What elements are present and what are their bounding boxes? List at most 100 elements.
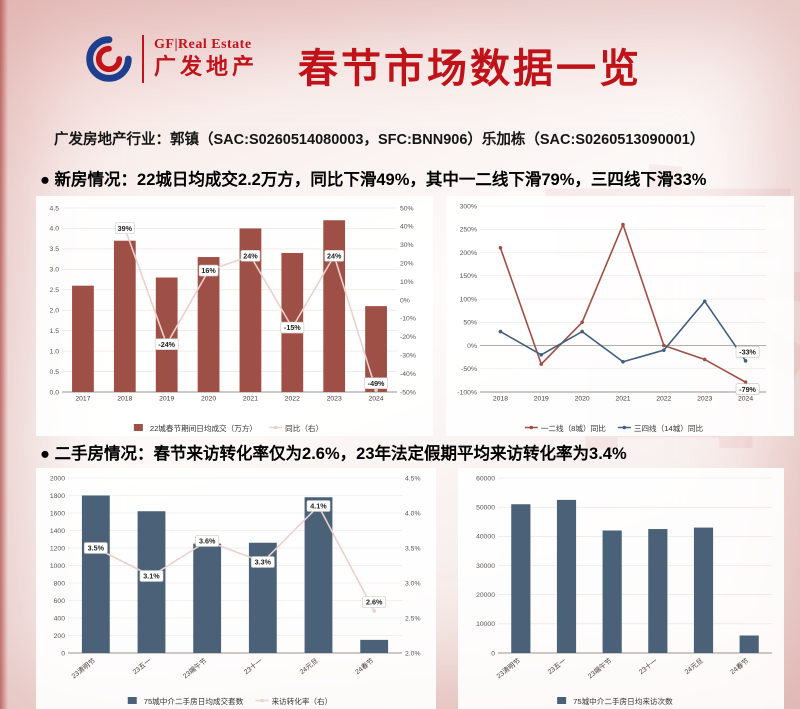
svg-text:3.5%: 3.5% xyxy=(88,544,105,553)
svg-text:4.5: 4.5 xyxy=(50,205,60,212)
logo-text: GF|Real Estate 广发地产 xyxy=(154,37,258,80)
chart-secondhand-deals: 0 200 400 600 800 1000 1200 1400 1600 1800 2000 2.0… xyxy=(36,468,436,709)
svg-text:1800: 1800 xyxy=(50,493,65,500)
svg-text:0.5: 0.5 xyxy=(50,369,60,376)
svg-text:23清明节: 23清明节 xyxy=(494,656,522,680)
svg-text:4.1%: 4.1% xyxy=(310,502,327,511)
svg-text:-33%: -33% xyxy=(739,347,756,356)
svg-text:2.5: 2.5 xyxy=(50,287,60,294)
page-title: 春节市场数据一览 xyxy=(298,46,642,91)
svg-text:2019: 2019 xyxy=(159,396,174,403)
svg-text:2021: 2021 xyxy=(615,396,630,403)
svg-text:-50%: -50% xyxy=(400,389,416,396)
svg-text:-79%: -79% xyxy=(739,385,756,394)
svg-text:2.6%: 2.6% xyxy=(366,598,383,607)
svg-text:-50%: -50% xyxy=(461,366,477,373)
chart-newhome-volume: 0.0 0.5 1.0 1.5 2.0 2.5 3.0 3.5 4.0 4.5 -50% -40% -3… xyxy=(36,196,433,436)
svg-text:24%: 24% xyxy=(327,251,342,260)
svg-text:-24%: -24% xyxy=(158,340,175,349)
svg-text:3.5%: 3.5% xyxy=(405,545,421,552)
svg-text:400: 400 xyxy=(54,615,66,622)
svg-text:100%: 100% xyxy=(460,296,477,303)
chart-secondhand-visits: 0 10000 20000 30000 40000 50000 60000 23清明节 23五一… xyxy=(458,468,784,709)
svg-text:-15%: -15% xyxy=(284,323,301,332)
logo-divider xyxy=(142,35,144,83)
chart-secondhand-deals-svg: 0 200 400 600 800 1000 1200 1400 1600 1800 2000 2.0… xyxy=(50,475,421,706)
svg-text:0%: 0% xyxy=(467,343,477,350)
svg-text:2000: 2000 xyxy=(50,475,65,482)
svg-text:3.0: 3.0 xyxy=(50,267,60,274)
svg-text:300%: 300% xyxy=(460,203,477,210)
gf-logo: GF|Real Estate 广发地产 xyxy=(84,34,258,84)
svg-text:10%: 10% xyxy=(400,279,414,286)
section-newhome-heading: ● 新房情况：22城日均成交2.2万方，同比下滑49%，其中一二线下滑79%，三… xyxy=(40,171,707,189)
svg-text:来访转化率（右）: 来访转化率（右） xyxy=(271,696,332,706)
svg-text:一二线（8城）同比: 一二线（8城）同比 xyxy=(541,423,606,433)
svg-text:0%: 0% xyxy=(400,297,410,304)
svg-text:1200: 1200 xyxy=(50,545,65,552)
svg-text:2023: 2023 xyxy=(327,396,342,403)
chart-newhome-volume-svg: 0.0 0.5 1.0 1.5 2.0 2.5 3.0 3.5 4.0 4.5 -50% -40% -3… xyxy=(50,205,416,433)
svg-text:20000: 20000 xyxy=(476,592,495,599)
svg-text:2017: 2017 xyxy=(75,396,90,403)
svg-text:2018: 2018 xyxy=(493,396,508,403)
svg-text:1400: 1400 xyxy=(50,528,65,535)
svg-text:3.1%: 3.1% xyxy=(143,572,160,581)
svg-text:-49%: -49% xyxy=(368,379,385,388)
svg-text:2.5%: 2.5% xyxy=(405,615,421,622)
svg-text:同比（右）: 同比（右） xyxy=(285,423,323,433)
svg-text:600: 600 xyxy=(54,598,66,605)
svg-text:-30%: -30% xyxy=(400,353,416,360)
svg-text:75城中介二手房日均来访次数: 75城中介二手房日均来访次数 xyxy=(573,696,673,706)
svg-text:1.5: 1.5 xyxy=(50,328,60,335)
svg-text:16%: 16% xyxy=(201,266,216,275)
svg-text:1000: 1000 xyxy=(50,563,65,570)
svg-text:24元旦: 24元旦 xyxy=(298,657,320,676)
svg-text:50000: 50000 xyxy=(476,504,495,511)
svg-text:24春节: 24春节 xyxy=(728,656,750,676)
header: GF|Real Estate 广发地产 xyxy=(84,34,258,84)
svg-text:39%: 39% xyxy=(118,224,133,233)
svg-text:2023: 2023 xyxy=(697,396,712,403)
svg-text:2022: 2022 xyxy=(285,396,300,403)
svg-text:4.5%: 4.5% xyxy=(405,475,421,482)
svg-text:-100%: -100% xyxy=(457,389,477,396)
svg-text:23五一: 23五一 xyxy=(131,657,153,676)
svg-text:2020: 2020 xyxy=(201,396,216,403)
svg-text:23端午节: 23端午节 xyxy=(181,656,209,680)
svg-text:24春节: 24春节 xyxy=(353,656,375,676)
svg-text:-20%: -20% xyxy=(400,334,416,341)
svg-text:0: 0 xyxy=(61,650,65,657)
svg-text:2018: 2018 xyxy=(117,396,132,403)
gf-logo-icon xyxy=(84,34,134,84)
svg-text:60000: 60000 xyxy=(476,475,495,482)
svg-text:3.0%: 3.0% xyxy=(405,580,421,587)
svg-text:4.0%: 4.0% xyxy=(405,510,421,517)
svg-text:150%: 150% xyxy=(460,273,477,280)
svg-text:23端午节: 23端午节 xyxy=(586,656,614,680)
svg-text:-10%: -10% xyxy=(400,316,416,323)
svg-text:24%: 24% xyxy=(243,251,258,260)
chart-newhome-yoy-svg: -100% -50% 0% 50% 100% 150% 200% 250% 300% 2018 20… xyxy=(457,203,766,433)
svg-text:30%: 30% xyxy=(400,242,414,249)
svg-text:30000: 30000 xyxy=(476,563,495,570)
svg-text:200%: 200% xyxy=(460,250,477,257)
svg-text:3.5: 3.5 xyxy=(50,246,60,253)
svg-text:23清明节: 23清明节 xyxy=(69,656,97,680)
chart-newhome-yoy: -100% -50% 0% 50% 100% 150% 200% 250% 300% 2018 20… xyxy=(446,196,794,436)
svg-text:三四线（14城）同比: 三四线（14城）同比 xyxy=(634,423,704,433)
svg-text:40000: 40000 xyxy=(476,534,495,541)
analyst-line: 广发房地产行业：郭镇（SAC:S0260514080003，SFC:BNN906… xyxy=(54,132,705,148)
svg-text:20%: 20% xyxy=(400,261,414,268)
svg-text:1.0: 1.0 xyxy=(50,348,60,355)
svg-text:22城春节期间日均成交（万方）: 22城春节期间日均成交（万方） xyxy=(150,423,257,433)
svg-text:4.0: 4.0 xyxy=(50,226,60,233)
left-edge-decoration xyxy=(0,0,8,709)
svg-text:2020: 2020 xyxy=(575,396,590,403)
logo-text-en: GF|Real Estate xyxy=(154,37,252,53)
svg-text:0: 0 xyxy=(491,650,495,657)
svg-text:250%: 250% xyxy=(460,227,477,234)
svg-text:-40%: -40% xyxy=(400,371,416,378)
svg-text:3.6%: 3.6% xyxy=(199,537,216,546)
